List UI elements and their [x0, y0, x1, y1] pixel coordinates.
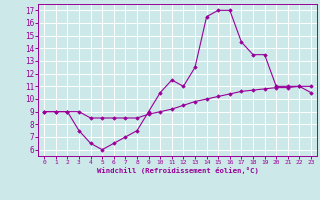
X-axis label: Windchill (Refroidissement éolien,°C): Windchill (Refroidissement éolien,°C) — [97, 167, 259, 174]
